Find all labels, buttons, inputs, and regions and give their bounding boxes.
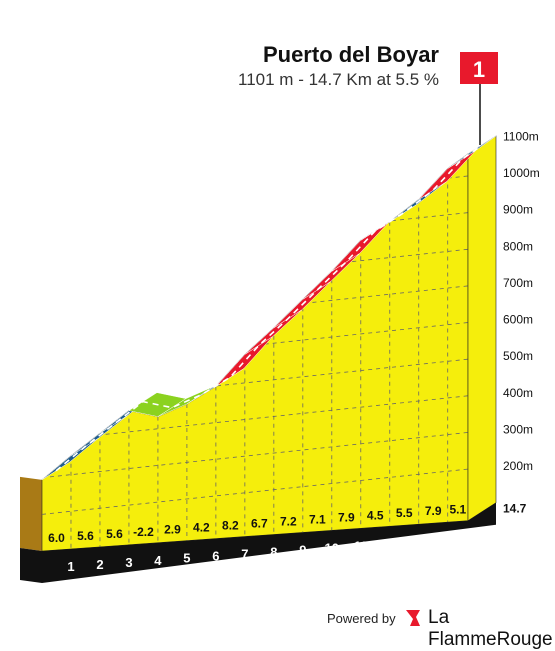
km-label: 14 <box>440 532 455 547</box>
climb-title: Puerto del Boyar <box>262 42 439 67</box>
km-label: 5 <box>183 551 190 566</box>
flamme-rouge-logo-icon <box>406 610 420 626</box>
gradient-label: 2.9 <box>164 523 181 537</box>
y-tick-label: 600m <box>503 313 533 327</box>
km-axis-band <box>42 502 496 583</box>
gradient-label: 5.6 <box>77 529 94 543</box>
gradient-label: 4.2 <box>193 521 210 535</box>
y-tick-label: 500m <box>503 349 533 363</box>
gradient-label: 7.9 <box>425 504 442 518</box>
km-label: 6 <box>212 549 219 564</box>
climb-stats: 1101 m - 14.7 Km at 5.5 % <box>238 70 439 89</box>
gradient-label: -2.2 <box>133 525 154 539</box>
km-label: 8 <box>270 545 277 560</box>
y-tick-label: 1000m <box>503 166 540 180</box>
km-label: 12 <box>383 536 397 551</box>
y-tick-label: 400m <box>503 386 533 400</box>
gradient-label: 5.1 <box>450 502 467 516</box>
gradient-label: 5.5 <box>396 506 413 520</box>
km-label: 10 <box>325 540 339 555</box>
gradient-label: 4.5 <box>367 508 384 522</box>
gradient-label: 8.2 <box>222 519 239 533</box>
gradient-label: 7.2 <box>280 514 297 528</box>
km-label: 11 <box>354 538 368 553</box>
profile-right-face <box>467 135 497 522</box>
category-badge <box>460 52 498 84</box>
y-tick-label: 700m <box>503 276 533 290</box>
km-label: 13 <box>412 534 426 549</box>
km-label: 9 <box>299 542 306 557</box>
brand-name: La FlammeRouge <box>428 607 553 650</box>
road-centre-line <box>55 144 483 472</box>
y-tick-label: 1100m <box>503 129 539 143</box>
y-tick-label: 300m <box>503 422 533 436</box>
km-label: 1 <box>67 559 74 574</box>
km-label: 2 <box>96 557 103 572</box>
base-side-band <box>20 548 42 583</box>
y-tick-label: 800m <box>503 239 533 253</box>
y-tick-label: 900m <box>503 203 533 217</box>
gradient-label: 7.9 <box>338 510 355 524</box>
y-tick-label: 200m <box>503 459 533 473</box>
category-badge-label: 1 <box>473 57 485 82</box>
km-label: 3 <box>125 555 132 570</box>
climb-profile-chart: 6.0 5.6 5.6 -2.2 2.9 4.2 8.2 6.7 7.2 7.1 7.9 4.5 5.5… <box>20 52 540 583</box>
end-distance-label: 14.7 <box>503 502 527 516</box>
gradient-label: 6.7 <box>251 517 268 531</box>
gradient-label: 5.6 <box>106 527 123 541</box>
gradient-label: 6.0 <box>48 531 65 545</box>
profile-side-face <box>20 476 42 551</box>
powered-by-label: Powered by <box>327 611 396 626</box>
km-label: 7 <box>241 547 248 562</box>
gridline-1100m <box>42 154 468 186</box>
gradient-label: 7.1 <box>309 512 326 526</box>
km-label: 4 <box>154 553 162 568</box>
